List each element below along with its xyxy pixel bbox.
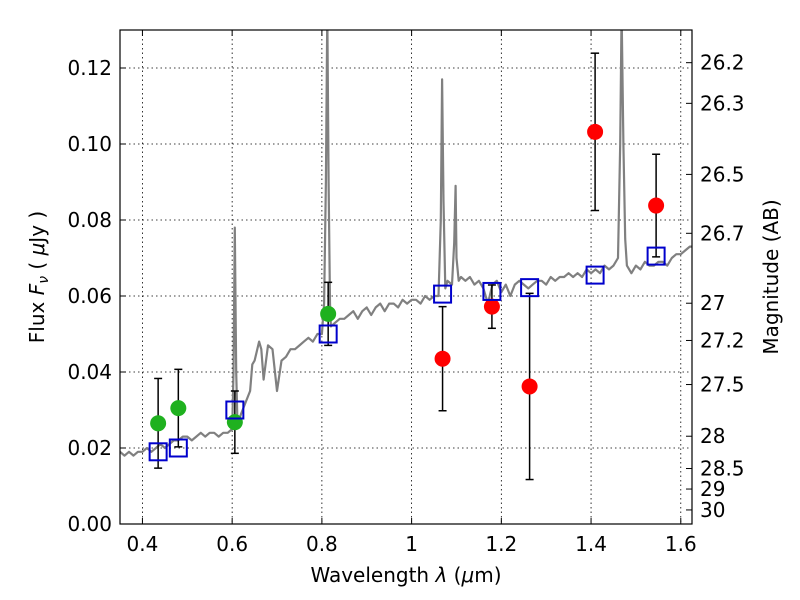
- right-tick-label: 27.2: [700, 328, 745, 352]
- plot-frame: [119, 29, 693, 525]
- data-point-square: [585, 265, 605, 285]
- y-tick-label: 0.02: [67, 436, 112, 460]
- data-point-square: [168, 438, 188, 458]
- y-axis-title: Flux Fν ( μJy ): [25, 211, 52, 343]
- x-axis-title: Wavelength λ (μm): [310, 563, 501, 587]
- data-point-circle: [320, 305, 337, 322]
- data-point-square: [433, 284, 453, 304]
- y-tick-label: 0.12: [67, 56, 112, 80]
- right-tick-label: 26.7: [700, 221, 745, 245]
- spectrum-line: [120, 30, 692, 457]
- y-tick-label: 0.04: [67, 360, 112, 384]
- right-tick-label: 26.3: [700, 91, 745, 115]
- x-tick-label: 1.2: [485, 532, 517, 556]
- right-tick-label: 27.5: [700, 373, 745, 397]
- data-point-circle: [648, 197, 665, 214]
- data-point-circle: [483, 298, 500, 315]
- data-point-circle: [434, 350, 451, 367]
- x-tick-label: 1.6: [665, 532, 697, 556]
- x-tick-label: 0.4: [127, 532, 159, 556]
- data-point-square: [225, 400, 245, 420]
- y-tick-label: 0.00: [67, 512, 112, 536]
- x-tick-label: 1: [405, 532, 418, 556]
- data-point-square: [520, 278, 540, 298]
- data-point-square: [318, 324, 338, 344]
- model-spectrum: [120, 30, 692, 457]
- data-markers: [148, 123, 666, 462]
- data-point-circle: [587, 123, 604, 140]
- x-tick-label: 0.8: [306, 532, 338, 556]
- x-tick-label: 0.6: [216, 532, 248, 556]
- y-tick-label: 0.08: [67, 208, 112, 232]
- data-point-circle: [521, 378, 538, 395]
- y-tick-label: 0.06: [67, 284, 112, 308]
- right-tick-label: 29: [700, 477, 725, 501]
- y-tick-label: 0.10: [67, 132, 112, 156]
- y-axis-ticks: 0.00 0.02 0.04 0.06 0.08 0.10 0.12: [67, 56, 126, 536]
- x-axis-ticks: 0.4 0.6 0.8 1 1.2 1.4 1.6: [127, 30, 697, 556]
- data-point-circle: [226, 414, 243, 431]
- data-point-square: [148, 442, 168, 462]
- right-tick-label: 26.5: [700, 162, 745, 186]
- data-point-circle: [150, 415, 167, 432]
- right-tick-label: 28.5: [700, 457, 745, 481]
- right-tick-label: 27: [700, 291, 725, 315]
- right-axis-title: Magnitude (AB): [759, 199, 783, 354]
- data-point-square: [482, 281, 502, 301]
- data-point-square: [646, 246, 666, 266]
- plot-background: [120, 30, 692, 524]
- x-tick-label: 1.4: [575, 532, 607, 556]
- right-tick-label: 30: [700, 498, 725, 522]
- data-point-circle: [170, 400, 187, 417]
- right-tick-label: 28: [700, 424, 725, 448]
- right-tick-label: 26.2: [700, 51, 745, 75]
